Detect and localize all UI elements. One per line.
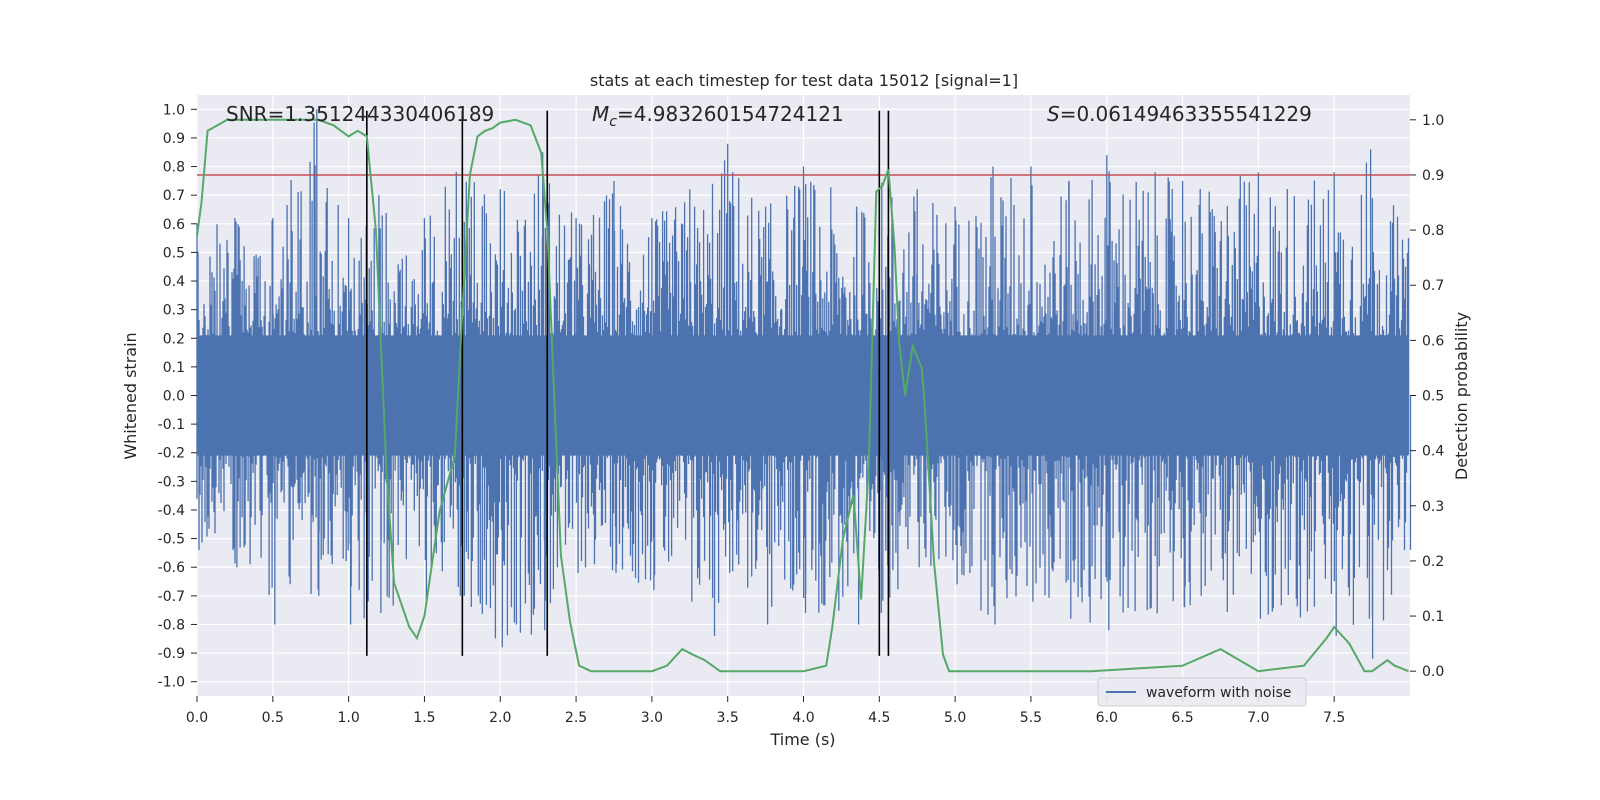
- x-axis-label: Time (s): [769, 730, 835, 749]
- x-tick-label: 7.5: [1323, 710, 1345, 726]
- left-y-tick-label: -0.7: [158, 589, 185, 605]
- x-tick-label: 6.0: [1096, 710, 1118, 726]
- right-y-tick-label: 1.0: [1422, 113, 1444, 129]
- x-tick-label: 1.5: [413, 710, 435, 726]
- waveform-dense-band: [197, 335, 1409, 456]
- left-y-tick-label: 0.8: [163, 160, 185, 176]
- left-y-tick-label: -0.2: [158, 446, 185, 462]
- left-y-tick-label: 0.4: [163, 274, 185, 290]
- left-y-tick-label: 1.0: [163, 102, 185, 118]
- right-y-tick-label: 0.5: [1422, 389, 1444, 405]
- left-y-tick-label: 0.7: [163, 188, 185, 204]
- x-tick-label: 5.5: [1020, 710, 1042, 726]
- mc-label: M: [592, 102, 609, 126]
- left-y-tick-label: -0.8: [158, 617, 185, 633]
- x-tick-label: 5.0: [944, 710, 966, 726]
- x-tick-label: 6.5: [1171, 710, 1193, 726]
- left-y-tick-label: -0.1: [158, 417, 185, 433]
- left-y-tick-label: -0.9: [158, 646, 185, 662]
- x-tick-label: 1.0: [337, 710, 359, 726]
- right-y-tick-label: 0.4: [1422, 444, 1444, 460]
- mc-subscript: c: [609, 114, 617, 130]
- waveform-series: [196, 109, 1412, 659]
- x-tick-label: 4.0: [792, 710, 814, 726]
- right-y-tick-label: 0.6: [1422, 333, 1444, 349]
- x-axis-ticks: 0.0 0.5 1.0 1.5 2.0 2.5 3.0 3.5 4.0 4.5 5.0 5.5 6.0 6…: [186, 696, 1345, 726]
- s-annotation: S=0.06149463355541229: [1047, 102, 1312, 126]
- left-y-tick-label: -0.6: [158, 560, 185, 576]
- left-y-axis-ticks: -1.0 -0.9 -0.8 -0.7 -0.6 -0.5 -0.4 -0.3 -0.2 -0.1…: [158, 102, 197, 691]
- right-y-axis-label: Detection probability: [1452, 312, 1471, 480]
- snr-annotation: SNR=1.351244330406189: [226, 102, 494, 126]
- left-y-tick-label: -1.0: [158, 675, 185, 691]
- right-y-tick-label: 0.9: [1422, 168, 1444, 184]
- x-tick-label: 0.5: [262, 710, 284, 726]
- right-y-tick-label: 0.0: [1422, 664, 1444, 680]
- left-y-tick-label: 0.5: [163, 245, 185, 261]
- legend-box: [1097, 677, 1307, 707]
- s-value: =0.06149463355541229: [1060, 102, 1312, 126]
- right-y-tick-label: 0.8: [1422, 223, 1444, 239]
- left-y-tick-label: 0.2: [163, 331, 185, 347]
- s-label: S: [1047, 102, 1060, 126]
- left-y-tick-label: 0.6: [163, 217, 185, 233]
- left-y-tick-label: 0.3: [163, 303, 185, 319]
- x-tick-label: 3.0: [641, 710, 663, 726]
- x-tick-label: 2.0: [489, 710, 511, 726]
- chirp-mass-annotation: Mc=4.983260154724121: [592, 102, 844, 130]
- right-y-tick-label: 0.2: [1422, 554, 1444, 570]
- right-y-tick-label: 0.3: [1422, 499, 1444, 515]
- x-tick-label: 4.5: [868, 710, 890, 726]
- left-y-tick-label: 0.1: [163, 360, 185, 376]
- mc-value: =4.983260154724121: [617, 102, 844, 126]
- left-y-tick-label: 0.9: [163, 131, 185, 147]
- x-tick-label: 2.5: [565, 710, 587, 726]
- left-y-tick-label: -0.4: [158, 503, 185, 519]
- right-y-tick-label: 0.7: [1422, 278, 1444, 294]
- marker-lines: [366, 110, 890, 656]
- left-y-tick-label: -0.3: [158, 474, 185, 490]
- probability-series-line: [196, 118, 1409, 673]
- chart-title: stats at each timestep for test data 150…: [590, 71, 1018, 90]
- legend-entry-waveform: waveform with noise: [1146, 685, 1291, 701]
- snr-value: =1.351244330406189: [268, 102, 495, 126]
- right-y-tick-label: 0.1: [1422, 609, 1444, 625]
- x-tick-label: 7.0: [1247, 710, 1269, 726]
- left-y-axis-label: Whitened strain: [121, 332, 140, 459]
- snr-label: SNR: [226, 102, 268, 126]
- legend: waveform with noise: [1097, 677, 1307, 707]
- x-tick-label: 3.5: [717, 710, 739, 726]
- x-tick-label: 0.0: [186, 710, 208, 726]
- left-y-tick-label: -0.5: [158, 532, 185, 548]
- right-y-axis-ticks: 0.0 0.1 0.2 0.3 0.4 0.5 0.6 0.7 0.8 0.9 1.0: [1410, 113, 1444, 680]
- left-y-tick-label: 0.0: [163, 389, 185, 405]
